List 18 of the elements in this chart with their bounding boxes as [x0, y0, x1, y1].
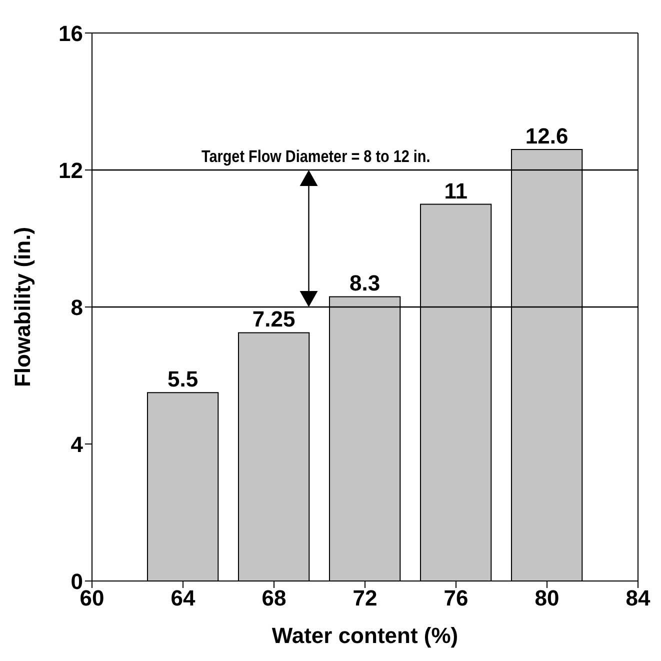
x-tick-label: 68 — [262, 586, 286, 611]
data-label: 11 — [444, 178, 468, 204]
y-tick-label: 16 — [58, 20, 83, 46]
x-tick-label: 84 — [626, 586, 651, 611]
data-label: 7.25 — [252, 306, 296, 332]
x-tick-label: 72 — [352, 586, 378, 611]
y-tick-label: 12 — [58, 158, 83, 183]
x-tick-label: 76 — [444, 586, 468, 611]
x-tick-label: 64 — [170, 586, 196, 611]
y-tick-label: 4 — [70, 432, 84, 457]
x-tick-label: 80 — [534, 586, 560, 611]
y-tick-label: 8 — [70, 294, 83, 320]
data-label: 5.5 — [168, 366, 198, 392]
y-axis-title: Flowability (in.) — [10, 226, 35, 388]
ref-line-label: Target Flow Diameter = 8 to 12 in. — [201, 148, 430, 166]
x-axis-title: Water content (%) — [272, 623, 458, 648]
data-label: 8.3 — [350, 270, 380, 296]
data-label: 12.6 — [525, 123, 568, 148]
